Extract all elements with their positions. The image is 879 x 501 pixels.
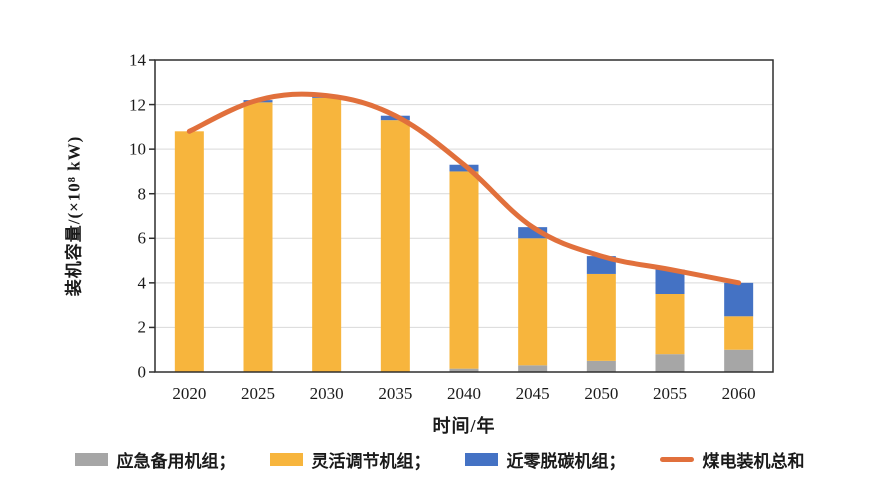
x-tick-label: 2055 <box>653 384 687 403</box>
bar-segment <box>724 282 754 317</box>
bar-segment <box>518 238 548 366</box>
y-axis-title: 装机容量/(×10⁸ kW) <box>64 135 84 297</box>
bar-segment <box>655 294 685 355</box>
bar-segment <box>724 316 754 350</box>
legend-item: 近零脱碳机组； <box>464 447 626 472</box>
x-tick-label: 2045 <box>515 384 550 403</box>
y-tick-label: 6 <box>137 228 147 248</box>
bar-segment <box>449 164 479 172</box>
legend-color-swatch <box>464 453 498 466</box>
legend-color-swatch <box>269 453 303 466</box>
y-tick-label: 4 <box>137 273 147 293</box>
legend-item: 应急备用机组； <box>74 447 236 472</box>
y-tick-label: 14 <box>129 50 146 70</box>
legend-label: 灵活调节机组； <box>311 452 431 471</box>
bar-segment <box>380 120 410 373</box>
x-tick-label: 2025 <box>241 384 275 403</box>
bar-segment <box>243 102 273 372</box>
total-line <box>186 91 742 286</box>
legend-label: 应急备用机组； <box>116 452 236 471</box>
legend-item: 灵活调节机组； <box>269 447 431 472</box>
bar-segment <box>724 349 754 372</box>
bar-segment <box>586 360 616 372</box>
bar-segment <box>449 368 479 372</box>
bar-segment <box>174 131 204 372</box>
bar-segment <box>518 227 548 239</box>
x-tick-label: 2035 <box>378 384 413 403</box>
legend-line-swatch <box>659 457 694 462</box>
y-tick-label: 10 <box>129 139 146 159</box>
bar-segment <box>586 273 616 361</box>
bar-segment <box>312 97 342 372</box>
x-tick-label: 2030 <box>309 384 344 403</box>
y-tick-label: 8 <box>137 184 147 204</box>
legend-label: 煤电装机总和 <box>702 452 805 471</box>
plot-border <box>154 59 774 373</box>
x-tick-label: 2040 <box>447 384 481 403</box>
y-tick-label: 2 <box>137 317 147 337</box>
bar-segment <box>655 354 685 372</box>
x-axis-title: 时间/年 <box>432 416 496 436</box>
x-tick-label: 2060 <box>721 384 756 403</box>
y-tick-label: 0 <box>137 362 147 382</box>
y-tick-label: 12 <box>129 95 146 115</box>
legend-color-swatch <box>74 453 108 466</box>
legend-label: 近零脱碳机组； <box>506 452 626 471</box>
x-tick-label: 2020 <box>172 384 207 403</box>
bar-segment <box>449 171 479 369</box>
legend-item: 煤电装机总和 <box>659 447 805 472</box>
bar-segment <box>518 365 548 372</box>
legend: 应急备用机组； 灵活调节机组； 近零脱碳机组； 煤电装机总和 <box>0 447 879 472</box>
x-tick-label: 2050 <box>584 384 619 403</box>
